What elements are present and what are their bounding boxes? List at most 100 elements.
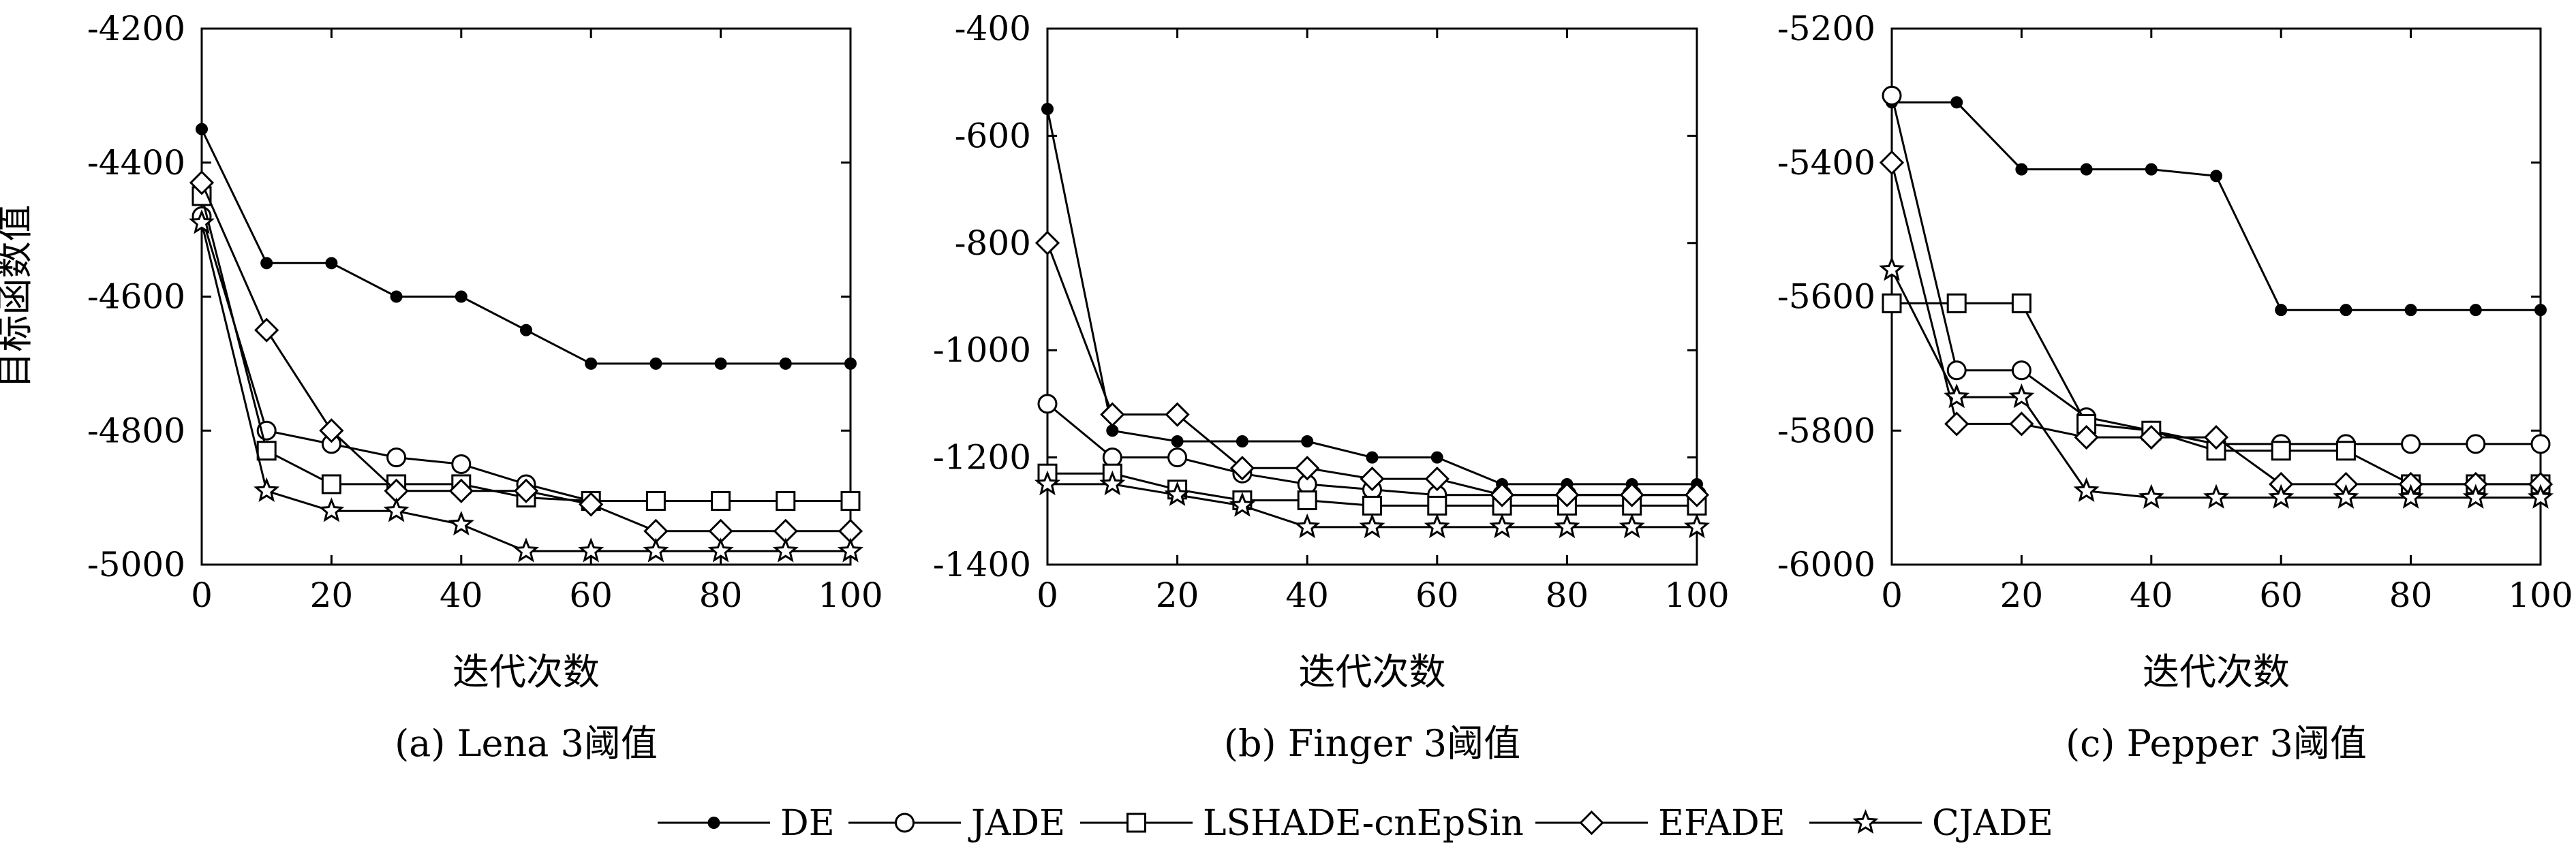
x-tick-label: 0 xyxy=(1881,576,1903,615)
legend-label: DE xyxy=(780,803,835,844)
x-axis-label: 迭代次数 xyxy=(1299,650,1446,693)
data-point xyxy=(776,491,796,511)
series-efade xyxy=(1034,230,1710,507)
legend-marker xyxy=(895,813,915,833)
x-tick-label: 20 xyxy=(2000,576,2044,615)
data-point xyxy=(2401,434,2421,454)
data-point xyxy=(1489,482,1515,507)
data-point xyxy=(513,478,539,503)
x-tick-label: 0 xyxy=(1037,576,1058,615)
data-point xyxy=(1879,150,1905,175)
data-point xyxy=(1366,451,1379,464)
data-point xyxy=(260,257,273,270)
data-point xyxy=(1946,293,1967,313)
data-point xyxy=(714,357,727,370)
data-point xyxy=(1554,482,1580,507)
chart-panel-1: 0 20 40 60 80 100 -4200 -4400 -4600 -4800 -5000 迭代次… xyxy=(0,9,883,765)
data-point xyxy=(1171,435,1184,447)
data-point xyxy=(2206,441,2226,461)
data-point xyxy=(1236,435,1248,447)
data-point xyxy=(2011,360,2031,381)
data-point xyxy=(1294,513,1321,539)
legend-item-cjade: CJADE xyxy=(1809,803,2053,844)
data-point xyxy=(2080,163,2093,176)
data-point xyxy=(189,170,215,195)
data-point xyxy=(707,537,734,563)
y-tick-label: -4200 xyxy=(87,9,185,48)
data-point xyxy=(2527,484,2554,509)
data-point xyxy=(2271,441,2291,461)
y-tick-label: -6000 xyxy=(1777,545,1875,584)
x-tick-label: 40 xyxy=(2130,576,2173,615)
data-point xyxy=(2145,163,2158,176)
data-point xyxy=(1360,466,1385,492)
data-point xyxy=(383,497,410,522)
data-point xyxy=(1684,482,1710,507)
data-point xyxy=(1619,482,1644,507)
y-axis-label: 目标函数值 xyxy=(0,205,36,389)
data-point xyxy=(2210,170,2222,183)
x-tick-label: 80 xyxy=(1546,576,1589,615)
series-cjade xyxy=(1034,470,1711,539)
legend-label: JADE xyxy=(968,803,1065,844)
data-point xyxy=(643,537,669,563)
data-point xyxy=(844,357,857,370)
data-point xyxy=(1167,447,1188,468)
data-point xyxy=(2404,304,2417,317)
y-tick-label: -800 xyxy=(955,223,1031,263)
data-point xyxy=(2397,484,2424,509)
legend-item-lshade-cnepsin: LSHADE-cnEpSin xyxy=(1080,803,1524,844)
y-tick-label: -4600 xyxy=(87,277,185,317)
data-point xyxy=(779,357,792,370)
data-point xyxy=(325,257,338,270)
y-tick-label: -5600 xyxy=(1777,277,1875,317)
legend-item-de: DE xyxy=(658,803,835,844)
data-point xyxy=(645,491,666,511)
series-cjade xyxy=(1878,256,2554,509)
legend-label: LSHADE-cnEpSin xyxy=(1203,803,1524,844)
panel-caption: (b) Finger 3阈值 xyxy=(1224,722,1520,765)
data-point xyxy=(448,478,474,503)
data-point xyxy=(1297,490,1317,511)
data-point xyxy=(254,317,279,343)
data-point xyxy=(772,537,799,563)
legend-marker xyxy=(1852,808,1879,834)
data-point xyxy=(254,477,280,502)
data-point xyxy=(1037,394,1058,414)
data-point xyxy=(579,492,604,517)
data-point xyxy=(1946,360,1967,381)
y-tick-label: -1200 xyxy=(933,438,1031,477)
legend-marker xyxy=(1579,810,1604,836)
x-tick-label: 60 xyxy=(2259,576,2303,615)
data-point xyxy=(1427,495,1447,516)
data-point xyxy=(319,418,344,443)
data-point xyxy=(2074,424,2099,450)
data-point xyxy=(448,510,474,536)
y-tick-label: -400 xyxy=(955,9,1031,48)
data-point xyxy=(2268,484,2295,509)
x-tick-label: 20 xyxy=(310,576,354,615)
data-point xyxy=(2008,383,2035,409)
data-point xyxy=(196,123,208,136)
data-point xyxy=(585,357,598,370)
data-point xyxy=(1489,513,1516,539)
x-tick-label: 100 xyxy=(1664,576,1729,615)
chart-panel-2: 0 20 40 60 80 100 -400 -600 -800 -1000 -1200 -1400 迭… xyxy=(933,9,1730,765)
data-point xyxy=(1882,85,1902,106)
series-cjade xyxy=(188,209,864,563)
legend-item-efade: EFADE xyxy=(1535,803,1785,844)
data-point xyxy=(390,290,403,303)
series-de xyxy=(196,123,857,370)
legend-label: EFADE xyxy=(1658,803,1785,844)
data-point xyxy=(2138,484,2164,509)
x-tick-label: 80 xyxy=(699,576,743,615)
data-point xyxy=(2469,304,2482,317)
data-point xyxy=(2466,434,2486,454)
data-point xyxy=(840,491,861,511)
x-tick-label: 0 xyxy=(191,576,213,615)
data-point xyxy=(1950,96,1963,109)
y-tick-label: -4400 xyxy=(87,143,185,183)
data-point xyxy=(2275,304,2288,317)
panel-caption: (a) Lena 3阈值 xyxy=(395,722,658,765)
data-point xyxy=(2462,484,2489,509)
